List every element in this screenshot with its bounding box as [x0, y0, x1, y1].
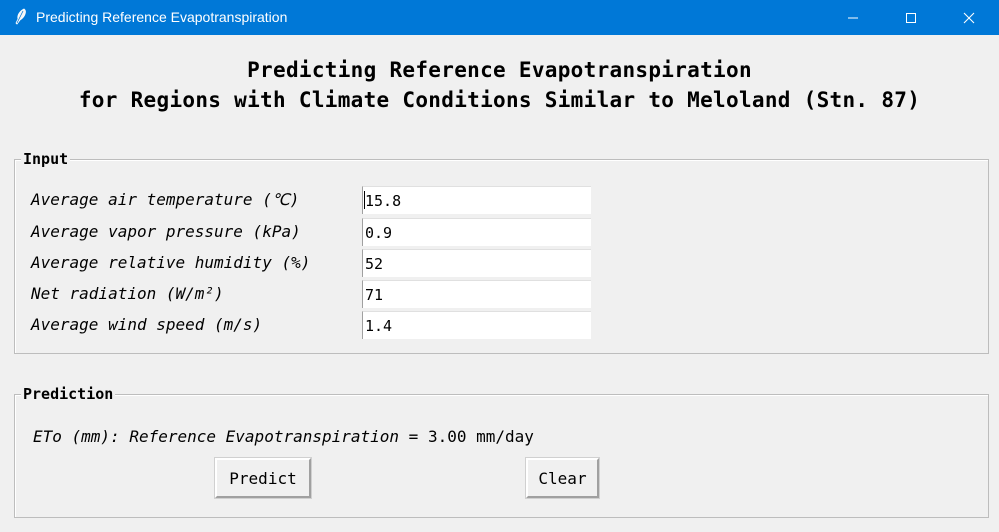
- clear-button[interactable]: Clear: [525, 457, 600, 499]
- vapor-pressure-label: Average vapor pressure (kPa): [31, 222, 301, 241]
- maximize-button[interactable]: [888, 0, 934, 35]
- relative-humidity-label: Average relative humidity (%): [31, 253, 311, 272]
- window-title: Predicting Reference Evapotranspiration: [36, 9, 288, 25]
- net-radiation-input[interactable]: [362, 280, 591, 308]
- wind-speed-label: Average wind speed (m/s): [31, 315, 263, 334]
- wind-speed-input[interactable]: [362, 311, 591, 339]
- close-icon: [963, 12, 975, 23]
- prediction-result: ETo (mm): Reference Evapotranspiration =…: [33, 427, 534, 446]
- net-radiation-label: Net radiation (W/m²): [31, 284, 224, 303]
- input-group: Input: [14, 150, 989, 354]
- page-title-line-2: for Regions with Climate Conditions Simi…: [78, 88, 921, 112]
- input-legend: Input: [21, 150, 71, 168]
- title-bar: Predicting Reference Evapotranspiration: [0, 0, 999, 35]
- text-cursor: [364, 191, 365, 209]
- minimize-icon: [848, 17, 858, 18]
- relative-humidity-input[interactable]: [362, 249, 591, 277]
- air-temperature-input[interactable]: [362, 186, 591, 214]
- result-label: ETo (mm): Reference Evapotranspiration =: [33, 427, 428, 446]
- close-button[interactable]: [946, 0, 992, 35]
- minimize-button[interactable]: [830, 0, 876, 35]
- prediction-legend: Prediction: [21, 385, 116, 403]
- vapor-pressure-input[interactable]: [362, 218, 591, 246]
- page-title-line-1: Predicting Reference Evapotranspiration: [247, 58, 752, 82]
- maximize-icon: [906, 12, 916, 23]
- result-value: 3.00 mm/day: [427, 427, 534, 446]
- predict-button[interactable]: Predict: [214, 457, 312, 499]
- air-temperature-label: Average air temperature (℃): [31, 190, 300, 209]
- prediction-group: Prediction: [14, 385, 989, 518]
- feather-icon: [12, 8, 30, 26]
